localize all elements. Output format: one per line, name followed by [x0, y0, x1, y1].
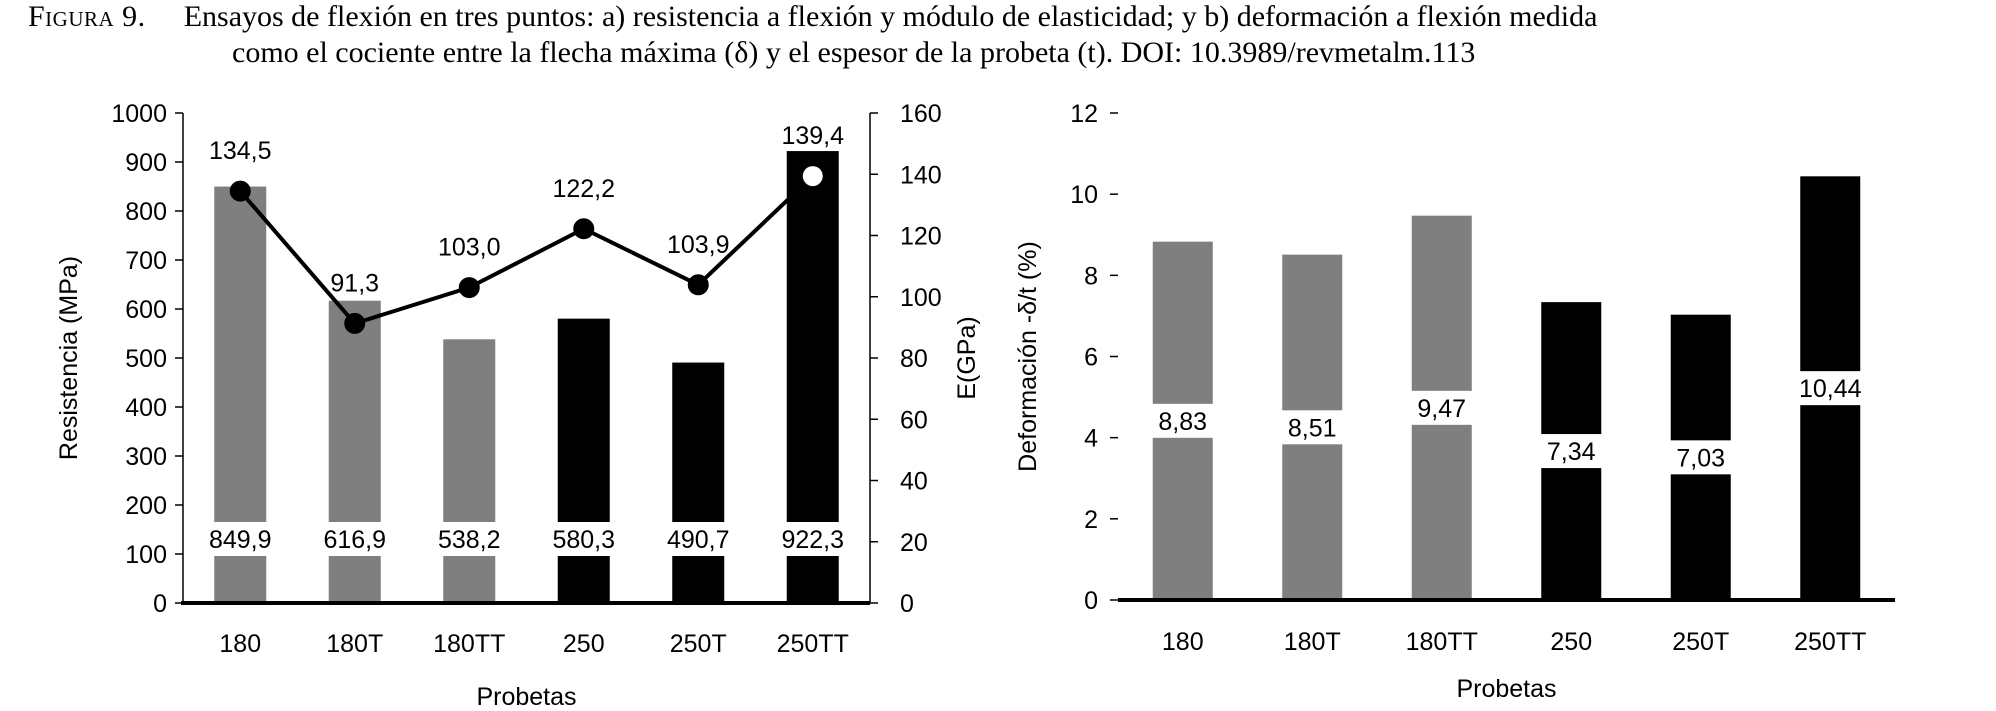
b-x-tick-label: 250T: [1672, 628, 1729, 656]
right-tick-label: 160: [900, 100, 942, 128]
point-label-e: 139,4: [781, 122, 844, 150]
y-axis-title: Resistencia (MPa): [55, 256, 83, 460]
y2-axis-title: E(GPa): [953, 316, 981, 399]
bar-label-deformacion: 8,51: [1288, 414, 1337, 442]
point-e: [573, 218, 595, 240]
left-tick-label: 700: [125, 247, 167, 275]
left-tick-label: 1000: [111, 100, 167, 128]
bar-label-resistencia: 580,3: [552, 526, 615, 554]
point-label-e: 103,0: [438, 234, 501, 262]
x-tick-label: 180: [219, 630, 261, 658]
point-label-e: 122,2: [552, 175, 615, 203]
bar-label-deformacion: 8,83: [1158, 408, 1207, 436]
bar-label-resistencia: 538,2: [438, 526, 501, 554]
bar-label-resistencia-bg: [316, 522, 394, 556]
bar-label-deformacion: 9,47: [1417, 395, 1466, 423]
point-e: [458, 277, 480, 299]
bar-label-deformacion-bg: [1539, 434, 1604, 469]
right-tick-label: 140: [900, 161, 942, 189]
point-label-e: 103,9: [667, 231, 730, 259]
right-tick-label: 0: [900, 590, 914, 618]
left-tick-label: 200: [125, 492, 167, 520]
b-x-tick-label: 250TT: [1794, 628, 1866, 656]
bar-resistencia: [328, 300, 381, 603]
b-left-tick-label: 6: [1084, 344, 1098, 372]
bar-label-resistencia-bg: [774, 522, 852, 556]
right-tick-label: 20: [900, 529, 928, 557]
chart-b: 0 2 4 6 8 10 12 8,83 8,51 9,47 7,34 7,03 10,44 180 180…: [1014, 100, 1895, 703]
chart-a: 0 100 200 300 400 500 600 700 800 900 1000 0 20 40 60 8…: [55, 100, 981, 711]
left-tick-label: 500: [125, 345, 167, 373]
bar-resistencia: [443, 339, 496, 603]
x-tick-label: 250: [563, 630, 605, 658]
b-x-tick-label: 180TT: [1406, 628, 1478, 656]
bar-resistencia: [557, 318, 610, 603]
bar-label-deformacion: 7,03: [1676, 444, 1725, 472]
figure-label: Figura 9.: [28, 0, 146, 33]
x-axis-title: Probetas: [476, 683, 576, 711]
b-left-tick-label: 2: [1084, 506, 1098, 534]
b-left-tick-label: 0: [1084, 587, 1098, 615]
point-label-e: 134,5: [209, 137, 272, 165]
x-tick-label: 250T: [670, 630, 727, 658]
point-label-e: 91,3: [330, 269, 379, 297]
caption-text-1: Ensayos de flexión en tres puntos: a) re…: [183, 0, 1598, 33]
bar-label-deformacion-bg: [1150, 403, 1215, 438]
left-tick-label: 0: [153, 590, 167, 618]
b-left-tick-label: 12: [1070, 100, 1098, 128]
right-tick-label: 120: [900, 223, 942, 251]
right-tick-label: 80: [900, 345, 928, 373]
left-tick-label: 600: [125, 296, 167, 324]
b-y-axis-title: Deformación -δ/t (%): [1014, 241, 1042, 472]
bar-label-deformacion: 7,34: [1547, 438, 1596, 466]
b-x-tick-label: 180: [1162, 628, 1204, 656]
bar-label-deformacion-bg: [1791, 371, 1869, 406]
right-tick-label: 60: [900, 406, 928, 434]
bar-label-resistencia: 922,3: [781, 526, 844, 554]
b-x-tick-label: 250: [1550, 628, 1592, 656]
bar-label-resistencia: 490,7: [667, 526, 730, 554]
left-tick-label: 900: [125, 149, 167, 177]
left-tick-label: 100: [125, 541, 167, 569]
point-e: [687, 274, 709, 296]
left-tick-label: 800: [125, 198, 167, 226]
b-left-tick-label: 4: [1084, 425, 1098, 453]
x-tick-label: 250TT: [777, 630, 849, 658]
b-x-axis-title: Probetas: [1456, 675, 1556, 703]
bar-label-deformacion: 10,44: [1799, 375, 1862, 403]
x-tick-label: 180TT: [433, 630, 505, 658]
x-tick-label: 180T: [326, 630, 383, 658]
line-e: [238, 174, 815, 326]
b-left-tick-label: 8: [1084, 262, 1098, 290]
point-e: [229, 180, 251, 202]
bar-label-resistencia-bg: [201, 522, 279, 556]
caption-line-1: Figura 9. Ensayos de flexión en tres punt…: [28, 0, 1597, 36]
left-tick-label: 400: [125, 394, 167, 422]
right-tick-label: 40: [900, 468, 928, 496]
bar-label-deformacion-bg: [1280, 410, 1345, 445]
right-tick-label: 100: [900, 284, 942, 312]
caption-line-2: como el cociente entre la flecha máxima …: [232, 36, 1476, 69]
bar-label-resistencia-bg: [430, 522, 508, 556]
bar-label-resistencia: 849,9: [209, 526, 272, 554]
bar-label-deformacion-bg: [1668, 440, 1733, 475]
bar-label-resistencia-bg: [545, 522, 623, 556]
bar-label-resistencia-bg: [659, 522, 737, 556]
bar-label-deformacion-bg: [1409, 390, 1474, 425]
point-e: [344, 312, 366, 334]
b-left-tick-label: 10: [1070, 181, 1098, 209]
bar-label-resistencia: 616,9: [323, 526, 386, 554]
bar-resistencia: [672, 362, 725, 603]
b-x-tick-label: 180T: [1284, 628, 1341, 656]
point-e: [802, 166, 823, 187]
left-tick-label: 300: [125, 443, 167, 471]
